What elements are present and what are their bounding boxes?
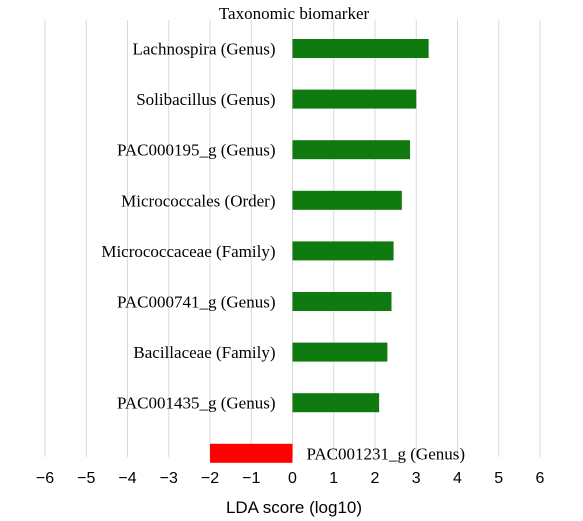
bar [292,292,392,311]
x-tick-label: 3 [412,470,421,487]
x-tick-label: 4 [453,470,462,487]
grid-lines [44,20,541,457]
bars [210,39,429,463]
bar [292,190,402,210]
x-axis-ticks: −6 −5 −4 −3 −2 −1 0 1 2 3 4 5 6 [36,470,545,487]
x-axis-label: LDA score (log10) [226,498,362,517]
x-tick-label: 1 [329,470,338,487]
category-label: Micrococcales (Order) [121,191,275,210]
category-labels: Lachnospira (Genus) Solibacillus (Genus) P… [101,40,465,464]
bar [210,443,293,463]
x-tick-label: −4 [118,470,136,487]
x-tick-label: −1 [242,470,260,487]
category-label: PAC000741_g (Genus) [117,293,276,312]
category-label: PAC001231_g (Genus) [307,444,466,463]
x-tick-label: 0 [288,470,297,487]
bar [292,89,417,109]
x-tick-label: −6 [36,470,54,487]
x-tick-label: 6 [536,470,545,487]
bar [292,241,394,261]
bar [292,342,388,362]
category-label: PAC001435_g (Genus) [117,394,276,413]
bar [292,140,411,160]
x-tick-label: 2 [371,470,380,487]
category-label: Micrococcaceae (Family) [101,242,275,261]
category-label: Solibacillus (Genus) [136,90,275,109]
category-label: PAC000195_g (Genus) [117,141,276,160]
category-label: Bacillaceae (Family) [133,343,275,362]
x-tick-label: −3 [160,470,178,487]
chart-title: Taxonomic biomarker [219,4,370,23]
bar [292,393,380,413]
x-tick-label: 5 [494,470,503,487]
x-tick-label: −2 [201,470,219,487]
bar [292,39,429,58]
x-tick-label: −5 [77,470,95,487]
category-label: Lachnospira (Genus) [132,40,275,59]
